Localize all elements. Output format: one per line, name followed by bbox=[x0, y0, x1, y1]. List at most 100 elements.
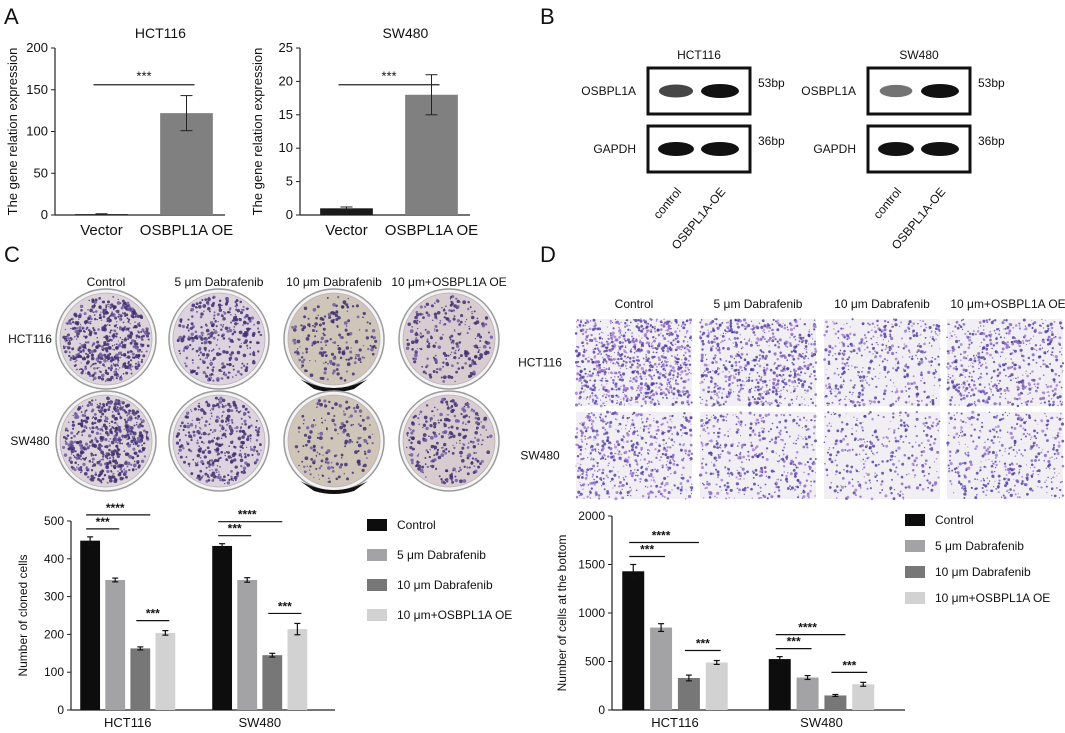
cell bbox=[936, 334, 939, 336]
cell bbox=[711, 319, 715, 323]
colony bbox=[418, 334, 420, 336]
colony bbox=[305, 369, 308, 373]
cell bbox=[915, 385, 919, 389]
cell bbox=[642, 394, 645, 397]
colony bbox=[140, 450, 143, 454]
cell bbox=[648, 361, 651, 364]
colony bbox=[241, 441, 245, 445]
colony bbox=[68, 421, 70, 423]
colony bbox=[446, 363, 450, 366]
y-tick-label: 400 bbox=[44, 552, 64, 566]
cell bbox=[734, 361, 738, 364]
colony bbox=[255, 458, 259, 462]
cell bbox=[655, 318, 658, 321]
colony bbox=[221, 426, 225, 431]
cell bbox=[591, 398, 595, 401]
colony bbox=[455, 342, 459, 346]
colony bbox=[94, 332, 98, 335]
colony bbox=[221, 478, 225, 482]
colony bbox=[233, 445, 237, 449]
colony bbox=[240, 342, 242, 345]
colony bbox=[204, 472, 208, 476]
cell bbox=[793, 345, 797, 349]
colony bbox=[208, 350, 210, 352]
cell bbox=[899, 321, 903, 324]
cell bbox=[701, 402, 703, 405]
colony bbox=[434, 354, 437, 357]
cell bbox=[836, 367, 839, 370]
colony bbox=[485, 420, 487, 422]
colony bbox=[104, 365, 106, 368]
colony bbox=[357, 443, 362, 448]
colony bbox=[137, 357, 140, 360]
colony bbox=[202, 475, 204, 477]
cell bbox=[780, 369, 783, 372]
colony bbox=[70, 318, 73, 321]
cell bbox=[827, 353, 830, 357]
colony bbox=[85, 466, 89, 469]
cell bbox=[668, 332, 673, 336]
colony bbox=[434, 358, 438, 363]
colony bbox=[453, 355, 457, 360]
cell bbox=[598, 350, 601, 354]
colony bbox=[105, 420, 108, 423]
cell bbox=[907, 322, 910, 326]
colony bbox=[120, 340, 124, 344]
cell bbox=[687, 394, 691, 397]
colony bbox=[116, 327, 118, 329]
cell bbox=[782, 388, 784, 390]
band-size-label: 53bp bbox=[978, 76, 1005, 90]
colony bbox=[121, 401, 125, 405]
cell bbox=[676, 383, 680, 386]
cell bbox=[931, 337, 934, 341]
colony bbox=[95, 431, 100, 435]
colony bbox=[226, 329, 230, 333]
cell bbox=[681, 324, 683, 326]
colony bbox=[373, 344, 376, 348]
colony bbox=[424, 328, 427, 331]
cell bbox=[747, 324, 751, 328]
colony bbox=[69, 336, 73, 340]
cell bbox=[654, 325, 656, 328]
colony bbox=[195, 349, 199, 353]
colony bbox=[66, 434, 70, 437]
colony bbox=[335, 368, 339, 371]
cell bbox=[653, 355, 656, 359]
colony bbox=[241, 435, 245, 439]
colony bbox=[212, 404, 216, 408]
colony bbox=[339, 376, 343, 380]
cell bbox=[805, 351, 808, 353]
colony bbox=[112, 437, 117, 442]
colony bbox=[177, 452, 180, 455]
cell bbox=[594, 324, 597, 327]
cell bbox=[813, 340, 817, 343]
colony-dish bbox=[283, 288, 385, 392]
cell bbox=[894, 385, 896, 387]
cell bbox=[888, 345, 892, 349]
colony bbox=[301, 360, 305, 364]
colony bbox=[141, 328, 145, 332]
cell bbox=[883, 335, 887, 339]
colony bbox=[361, 418, 365, 422]
colony bbox=[240, 309, 243, 311]
colony bbox=[179, 440, 181, 442]
cell bbox=[666, 347, 670, 350]
cell bbox=[763, 379, 767, 384]
colony bbox=[110, 420, 114, 423]
cell bbox=[811, 338, 813, 340]
colony bbox=[84, 411, 87, 414]
colony bbox=[80, 471, 82, 474]
colony bbox=[309, 465, 312, 468]
cell bbox=[776, 404, 780, 407]
cell bbox=[778, 342, 780, 345]
cell bbox=[599, 379, 601, 382]
colony bbox=[230, 409, 234, 413]
colony bbox=[127, 360, 130, 364]
cell bbox=[654, 330, 657, 333]
cell bbox=[589, 379, 592, 382]
cell bbox=[686, 367, 689, 369]
colony bbox=[208, 332, 212, 336]
cell bbox=[758, 344, 761, 347]
colony bbox=[123, 418, 126, 421]
colony bbox=[481, 425, 486, 429]
